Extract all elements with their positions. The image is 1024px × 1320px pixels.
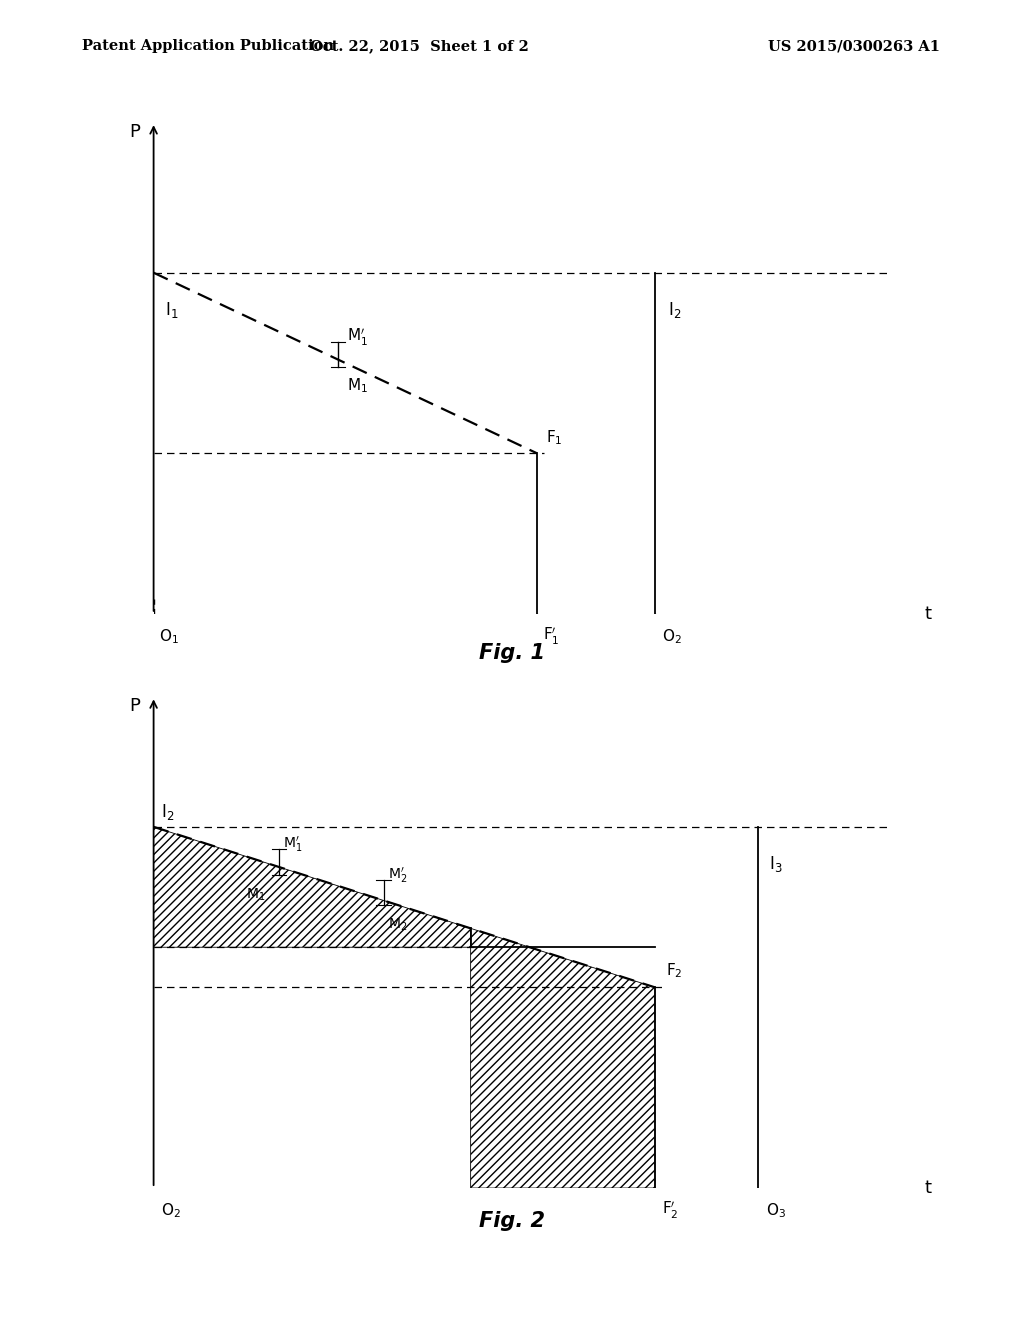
- Text: M$_1$: M$_1$: [246, 886, 265, 903]
- Text: I$_3$: I$_3$: [769, 854, 782, 874]
- Text: O$_3$: O$_3$: [766, 1201, 785, 1220]
- Text: F$_2$: F$_2$: [666, 961, 683, 979]
- Text: Oct. 22, 2015  Sheet 1 of 2: Oct. 22, 2015 Sheet 1 of 2: [310, 40, 529, 53]
- Text: M$_1'$: M$_1'$: [283, 834, 302, 854]
- Text: O$_2$: O$_2$: [161, 1201, 181, 1220]
- Polygon shape: [471, 928, 655, 1188]
- Text: O$_2$: O$_2$: [663, 627, 682, 645]
- Text: I$_1$: I$_1$: [165, 300, 178, 321]
- Text: t: t: [925, 1179, 931, 1197]
- Text: t: t: [925, 605, 931, 623]
- Text: M$_1'$: M$_1'$: [347, 326, 368, 347]
- Text: Patent Application Publication: Patent Application Publication: [82, 40, 334, 53]
- Text: O$_1$: O$_1$: [160, 627, 179, 645]
- Text: I$_2$: I$_2$: [161, 801, 174, 822]
- Text: P: P: [130, 123, 140, 141]
- Text: F$_2'$: F$_2'$: [663, 1200, 679, 1221]
- Text: F$_1'$: F$_1'$: [543, 626, 559, 647]
- Text: M$_2$: M$_2$: [388, 917, 408, 933]
- Text: M$_1$: M$_1$: [347, 376, 368, 395]
- Text: M$_2'$: M$_2'$: [388, 866, 408, 884]
- Text: I$_2$: I$_2$: [669, 300, 682, 321]
- Text: Fig. 1: Fig. 1: [479, 643, 545, 664]
- Text: P: P: [130, 697, 140, 715]
- Text: Fig. 2: Fig. 2: [479, 1210, 545, 1232]
- Text: F$_1$: F$_1$: [546, 429, 562, 447]
- Polygon shape: [154, 826, 471, 948]
- Text: US 2015/0300263 A1: US 2015/0300263 A1: [768, 40, 940, 53]
